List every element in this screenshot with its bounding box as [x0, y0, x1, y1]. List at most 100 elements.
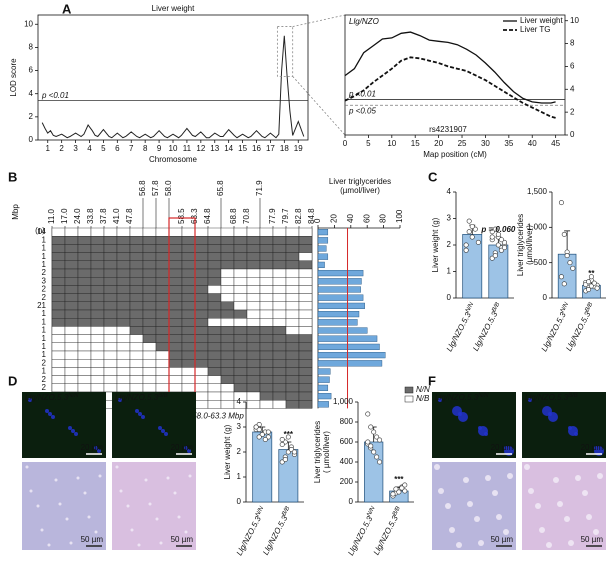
n-b-segment	[77, 334, 92, 344]
histology-texture	[137, 543, 141, 547]
n-b-segment	[51, 383, 66, 393]
n-n-segment	[142, 309, 157, 319]
data-point	[256, 434, 262, 440]
y-axis-label: Liver triglycerides	[313, 421, 322, 483]
n-b-segment	[285, 227, 300, 237]
n-n-segment	[116, 252, 131, 262]
scale-label: 50 µm	[491, 535, 514, 544]
n-b-segment	[259, 301, 274, 311]
n-b-segment	[64, 367, 79, 376]
n-n-segment	[77, 268, 92, 278]
n-b-segment	[246, 285, 261, 294]
n-n-segment	[181, 260, 196, 270]
marker-position: 77.9	[268, 208, 277, 224]
histology-texture	[524, 464, 530, 470]
n-b-segment	[272, 400, 287, 409]
n-n-segment	[207, 342, 222, 352]
y-tick-label: 1	[237, 472, 242, 481]
n-b-segment	[285, 293, 300, 303]
histology-texture	[126, 504, 130, 508]
histology-texture	[173, 491, 177, 495]
histology-texture	[575, 475, 581, 481]
n-n-segment	[220, 359, 235, 368]
n-n-segment	[246, 326, 261, 335]
x-tick-label: 1	[46, 144, 51, 153]
n-n-segment	[51, 301, 66, 311]
histology-texture	[507, 473, 513, 479]
n-n-segment	[220, 309, 235, 319]
significance: ***	[394, 475, 404, 484]
bar	[317, 384, 329, 391]
data-point	[498, 247, 504, 253]
n-n-segment	[272, 359, 287, 368]
histology-texture	[69, 541, 73, 545]
n-b-segment	[77, 375, 92, 385]
n-n-segment	[272, 252, 287, 262]
n-b-segment	[298, 318, 313, 327]
n-b-segment	[220, 268, 235, 278]
y-tick-label: 0	[29, 135, 34, 144]
histology-texture	[438, 488, 444, 494]
histology-texture	[54, 478, 58, 482]
genotype-label: Llg/NZO.5.3N/N	[25, 393, 79, 403]
n-n-segment	[129, 244, 144, 253]
n-n-segment	[220, 342, 235, 352]
x-tick-label: 12	[196, 144, 205, 153]
n-n-segment	[207, 293, 222, 303]
n-b-segment	[77, 326, 92, 335]
n-n-segment	[116, 235, 131, 245]
nucleus	[504, 446, 508, 450]
legend-swatch	[404, 386, 414, 394]
n-n-segment	[142, 260, 157, 270]
n-n-segment	[168, 285, 183, 294]
histology-texture	[148, 502, 152, 506]
n-n-segment	[220, 260, 235, 270]
n-n-segment	[142, 252, 157, 262]
row-n: 1	[42, 252, 47, 261]
n-n-segment	[103, 244, 118, 253]
n-b-segment	[51, 342, 66, 352]
genotype-sup: N/N	[366, 505, 376, 518]
n-n-segment	[129, 309, 144, 319]
n-b-segment	[90, 326, 105, 335]
y-tick-label: 2	[29, 112, 34, 121]
n-b-segment	[246, 293, 261, 303]
histology-texture	[159, 541, 163, 545]
n-b-segment	[116, 375, 131, 385]
nucleus	[45, 409, 49, 413]
n-n-segment	[285, 375, 300, 385]
y-tick-label: 3	[447, 214, 452, 223]
n-n-segment	[233, 367, 248, 376]
n-b-segment	[194, 375, 209, 385]
marker-position: 65.8	[216, 180, 225, 196]
n-n-segment	[51, 260, 66, 270]
n-b-segment	[116, 334, 131, 344]
n-n-segment	[155, 252, 170, 262]
marker-position: 17.0	[60, 208, 69, 224]
n-n-segment	[77, 235, 92, 245]
n-n-segment	[168, 342, 183, 352]
data-point	[291, 449, 297, 455]
n-b-segment	[272, 268, 287, 278]
marker-position: 57.8	[151, 180, 160, 196]
data-point	[492, 226, 498, 232]
n-n-segment	[181, 326, 196, 335]
n-b-segment	[168, 367, 183, 376]
scale-label: 20 µm	[581, 443, 604, 452]
histology-texture	[449, 527, 455, 533]
bar	[317, 245, 327, 252]
data-point	[374, 434, 380, 440]
fluorescence-image	[112, 392, 196, 458]
n-b-segment	[77, 383, 92, 393]
data-point	[368, 424, 374, 430]
n-n-segment	[220, 334, 235, 344]
histology-texture	[564, 516, 570, 522]
y-tick-label: 0	[349, 497, 354, 506]
bar	[278, 449, 299, 503]
n-n-segment	[194, 252, 209, 262]
n-b-segment	[298, 277, 313, 286]
nucleus	[68, 426, 72, 430]
data-point	[501, 239, 507, 245]
data-point	[396, 489, 402, 495]
histology-texture	[94, 530, 98, 534]
